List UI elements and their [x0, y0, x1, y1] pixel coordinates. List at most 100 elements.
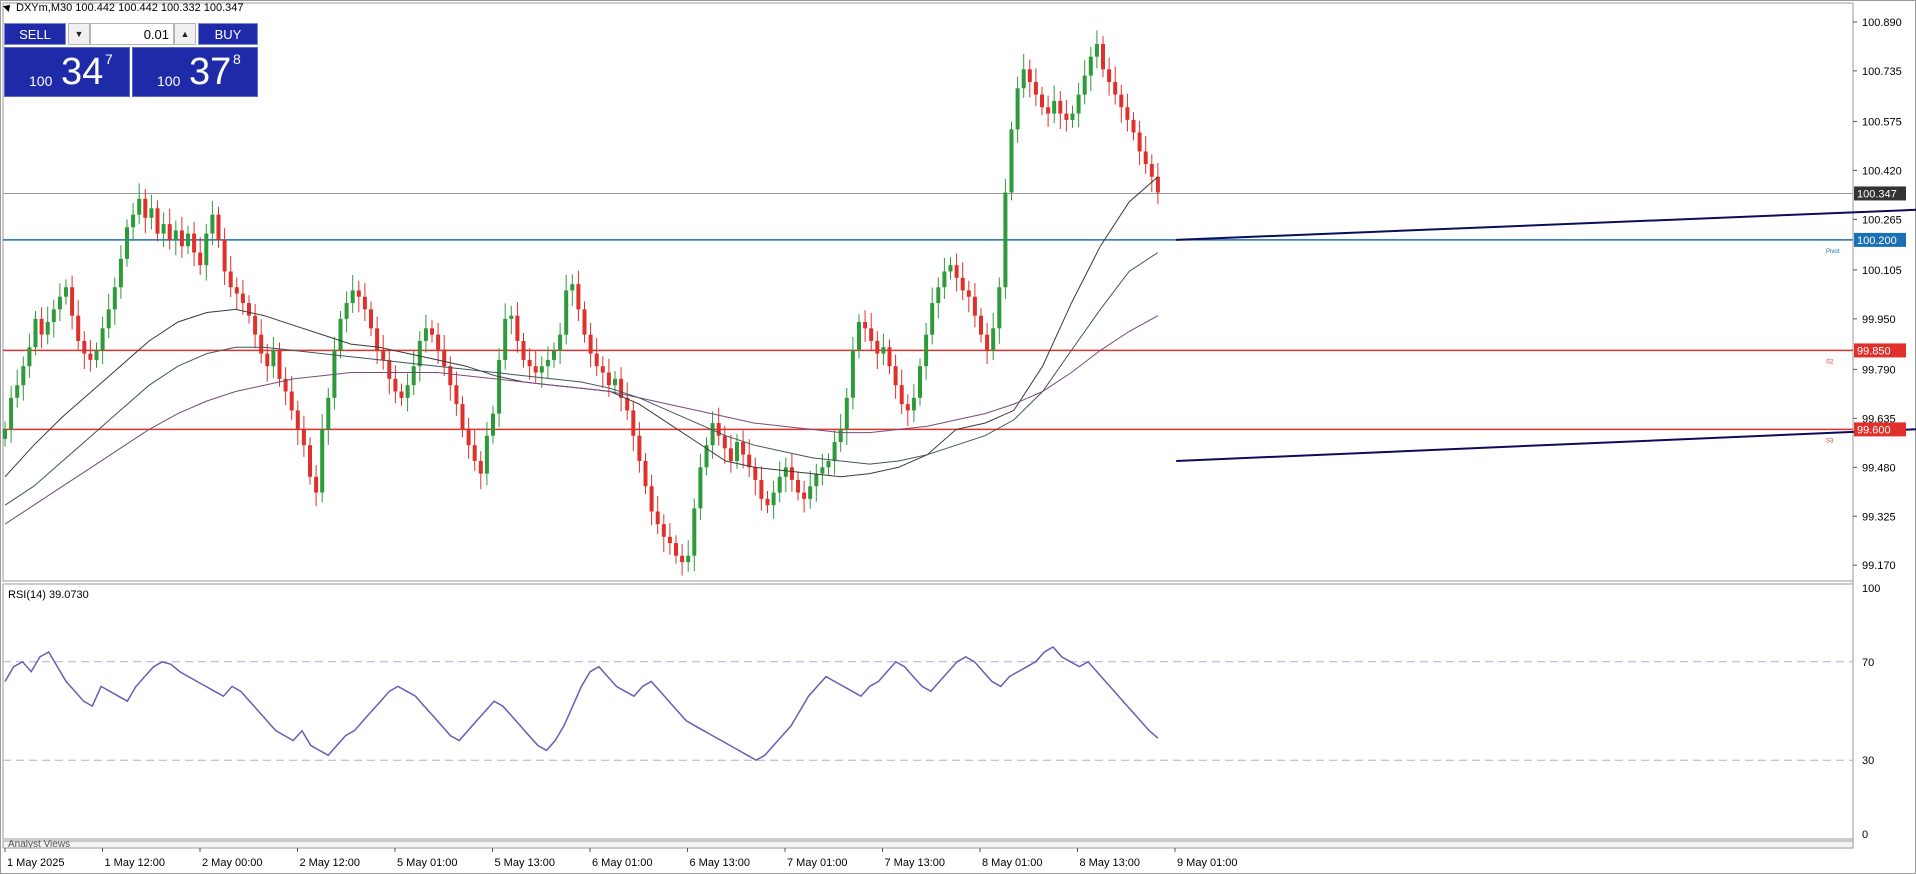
candle-body: [405, 385, 410, 398]
candle-body: [1131, 119, 1136, 133]
candle-body: [204, 233, 209, 266]
candle-body: [497, 359, 502, 414]
candle: [832, 430, 837, 475]
lot-size-input[interactable]: [90, 23, 174, 45]
sell-button[interactable]: SELL: [4, 23, 66, 45]
candle: [911, 384, 916, 423]
candle: [179, 216, 184, 258]
analyst-views-tab[interactable]: Analyst Views: [8, 840, 71, 848]
candle-body: [850, 350, 855, 398]
level-badge-2-bg: [1854, 422, 1906, 437]
current-price-badge-bg: [1854, 186, 1906, 201]
moving-average-1: [4, 252, 1159, 506]
candle: [619, 367, 624, 412]
candle: [131, 202, 136, 241]
candle: [308, 437, 312, 485]
candle-body: [564, 290, 569, 335]
candle-body: [1107, 69, 1112, 82]
candle-body: [838, 429, 843, 443]
level-badge-2: 99.600: [1857, 424, 1891, 436]
candle: [698, 453, 703, 521]
candle: [930, 287, 935, 345]
candle-body: [649, 486, 654, 512]
chevron-down-icon: ▼: [74, 29, 84, 39]
candle-body: [905, 404, 910, 411]
candle: [704, 437, 709, 476]
candle-body: [808, 486, 813, 499]
candle-body: [314, 476, 319, 493]
time-tick-label: 1 May 12:00: [105, 857, 166, 869]
time-tick-label: 7 May 13:00: [885, 857, 946, 869]
candle-body: [417, 340, 422, 367]
candle-body: [64, 287, 68, 297]
candle-body: [759, 479, 764, 499]
candle: [149, 194, 154, 230]
price-tick-label: 99.635: [1862, 413, 1896, 425]
level-badge-0-bg: [1854, 232, 1906, 247]
candle-body: [125, 227, 129, 259]
candle-body: [94, 350, 99, 360]
candle-body: [1052, 100, 1057, 114]
candle-body: [692, 508, 697, 556]
candle: [875, 331, 880, 370]
candle: [472, 429, 477, 471]
buy-button[interactable]: BUY: [198, 23, 258, 45]
candle-body: [411, 366, 416, 386]
candle-body: [27, 347, 32, 367]
candle-body: [460, 404, 465, 430]
candle: [564, 274, 569, 345]
candle: [295, 400, 300, 445]
candle-body: [179, 230, 184, 247]
candle-body: [240, 293, 245, 304]
candle-body: [619, 378, 624, 398]
candle-body: [155, 208, 160, 234]
sell-price-quote[interactable]: 100 34 7: [4, 47, 130, 97]
candle: [972, 283, 977, 328]
candle-body: [15, 385, 20, 398]
candle-body: [899, 385, 904, 405]
candle: [39, 307, 44, 349]
candle: [51, 299, 56, 338]
candle: [277, 342, 282, 387]
candle-body: [143, 198, 148, 218]
candle: [960, 262, 965, 301]
candle: [436, 322, 441, 365]
candle: [857, 314, 861, 359]
symbol-arrow-icon[interactable]: [3, 2, 13, 12]
candle: [582, 301, 587, 343]
candle: [350, 274, 355, 313]
candle-body: [70, 287, 75, 316]
candle-body: [283, 378, 288, 392]
candle-body: [1101, 44, 1105, 70]
candle-body: [375, 328, 380, 351]
candle: [265, 343, 270, 382]
candle: [491, 405, 495, 444]
candle: [1076, 82, 1081, 128]
candle: [722, 425, 727, 464]
buy-price-quote[interactable]: 100 37 8: [132, 47, 258, 97]
candle-body: [588, 334, 593, 354]
candle-body: [613, 378, 617, 386]
candle-body: [362, 296, 367, 310]
candle: [57, 283, 62, 322]
candle: [198, 237, 203, 275]
lot-increase-button[interactable]: ▲: [174, 23, 196, 45]
candle-body: [131, 214, 136, 228]
candle-body: [369, 309, 373, 329]
level-tag-2: S3: [1826, 438, 1834, 444]
candle-body: [966, 290, 971, 297]
candle-body: [911, 397, 916, 411]
candle: [1040, 86, 1044, 116]
candle: [106, 293, 111, 339]
candle-body: [887, 347, 892, 367]
time-tick-label: 7 May 01:00: [787, 857, 848, 869]
candle-body: [875, 340, 880, 354]
price-tick-label: 99.950: [1862, 314, 1896, 326]
candle: [680, 544, 685, 576]
candle: [643, 453, 648, 495]
candle-body: [771, 492, 776, 506]
lot-decrease-button[interactable]: ▼: [68, 23, 90, 45]
candle: [765, 490, 770, 514]
